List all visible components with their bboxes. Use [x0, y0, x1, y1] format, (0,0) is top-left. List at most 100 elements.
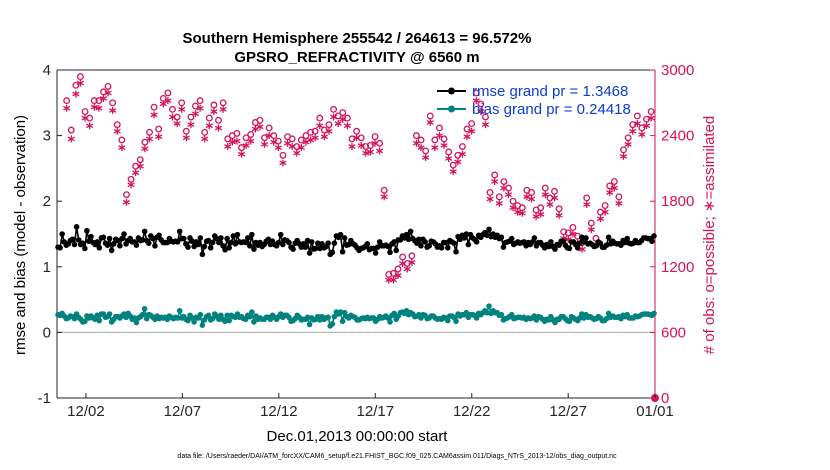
possible-obs-point	[311, 127, 319, 135]
assimilated-obs-point	[412, 139, 421, 147]
rmse-point	[286, 239, 292, 246]
assimilated-obs-point	[619, 152, 628, 160]
possible-obs-point	[339, 109, 347, 117]
possible-obs-point	[435, 124, 443, 132]
assimilated-obs-point	[362, 149, 370, 157]
assimilated-obs-point	[86, 122, 94, 130]
assimilated-obs-point	[168, 113, 177, 121]
possible-obs-point	[270, 132, 278, 140]
bias-point	[498, 311, 505, 318]
possible-obs-point	[169, 105, 176, 113]
x-tick-label: 12/12	[260, 403, 298, 420]
rmse-point	[73, 223, 80, 230]
y-axis-right: 0 600 1200 1800 2400 3000	[650, 62, 694, 407]
y-left-tick-label: 1	[43, 259, 51, 276]
assimilated-obs-point	[118, 144, 126, 152]
possible-obs-point	[583, 194, 591, 202]
assimilated-obs-point	[357, 141, 365, 149]
y-axis-right-label: # of obs: o=possible; ∗=assimilated	[701, 116, 718, 355]
rmse-point	[247, 243, 253, 249]
assimilated-obs-point	[541, 191, 549, 199]
rmse-point	[574, 244, 581, 251]
possible-obs-point	[316, 114, 324, 122]
possible-obs-point	[109, 99, 117, 107]
rmse-point	[84, 227, 90, 234]
assimilated-obs-point	[491, 178, 499, 186]
bias-point	[306, 321, 313, 328]
rmse-point	[133, 242, 140, 248]
possible-obs-point	[560, 228, 568, 236]
assimilated-obs-point	[256, 123, 264, 131]
possible-obs-point	[399, 253, 407, 261]
bias-point	[222, 318, 228, 325]
rmse-point	[181, 235, 187, 242]
assimilated-obs-point	[274, 144, 282, 152]
rmse-point	[651, 233, 657, 239]
rmse-point	[75, 237, 82, 243]
chart-title: Southern Hemisphere 255542 / 264613 = 96…	[183, 30, 532, 47]
possible-obs-point	[597, 208, 604, 216]
rmse-point	[546, 243, 552, 250]
rmse-point	[195, 241, 202, 248]
rmse-point	[339, 248, 346, 255]
x-tick-label: 12/02	[67, 403, 105, 420]
possible-obs-point	[113, 121, 121, 129]
data-file-footer: data file: /Users/raeder/DAI/ATM_forcXX/…	[177, 453, 617, 460]
x-tick-label: 12/22	[453, 403, 491, 420]
possible-obs-point	[486, 189, 494, 196]
rmse-point	[329, 249, 336, 256]
obs-count-series	[63, 73, 655, 284]
assimilated-obs-point	[642, 122, 651, 130]
rmse-point	[209, 239, 216, 246]
rmse-point	[438, 244, 445, 251]
possible-obs-point	[366, 141, 374, 149]
rmse-point	[618, 242, 624, 248]
possible-obs-point	[551, 187, 558, 195]
possible-obs-point	[422, 147, 430, 155]
rmse-bias-series	[55, 223, 657, 329]
rmse-point	[242, 239, 249, 246]
possible-obs-point	[569, 223, 577, 231]
possible-obs-point	[288, 135, 296, 143]
x-tick-label: 12/27	[549, 403, 587, 420]
rmse-point	[624, 235, 630, 242]
assimilated-obs-point	[550, 194, 559, 202]
possible-obs-point	[431, 136, 439, 144]
assimilated-obs-point	[610, 184, 618, 192]
y-left-tick-label: -1	[38, 390, 51, 407]
assimilated-obs-point	[486, 195, 494, 203]
possible-obs-point	[647, 108, 655, 115]
bias-point	[209, 315, 216, 322]
legend-label: rmse grand pr = 1.3468	[472, 83, 628, 100]
assimilated-obs-point	[339, 115, 347, 123]
rmse-point	[387, 249, 393, 256]
possible-obs-point	[196, 97, 204, 105]
possible-obs-point	[297, 136, 305, 144]
possible-obs-point	[164, 89, 172, 97]
rmse-point	[341, 235, 348, 241]
y-right-tick-label: 1200	[661, 259, 694, 276]
rmse-point	[79, 240, 86, 246]
assimilated-obs-point	[173, 120, 181, 128]
assimilated-obs-point	[454, 158, 462, 166]
rmse-point	[199, 251, 206, 258]
bias-point	[249, 309, 255, 315]
y-axis-left-label: rmse and bias (model - observation)	[12, 115, 29, 355]
possible-obs-point	[238, 144, 245, 152]
possible-obs-point	[491, 171, 499, 179]
rmse-point	[508, 235, 515, 242]
rmse-point	[548, 239, 554, 245]
bias-point	[106, 311, 113, 317]
possible-obs-point	[325, 121, 333, 129]
possible-obs-point	[440, 135, 448, 143]
assimilated-obs-point	[431, 144, 439, 152]
legend-swatch-marker	[448, 87, 455, 95]
bias-point	[251, 319, 257, 325]
assimilated-obs-point	[265, 132, 273, 140]
bias-point	[304, 314, 311, 321]
possible-obs-point	[509, 197, 517, 205]
assimilated-obs-point	[76, 79, 85, 87]
possible-obs-point	[638, 124, 646, 132]
rmse-point	[325, 240, 331, 246]
